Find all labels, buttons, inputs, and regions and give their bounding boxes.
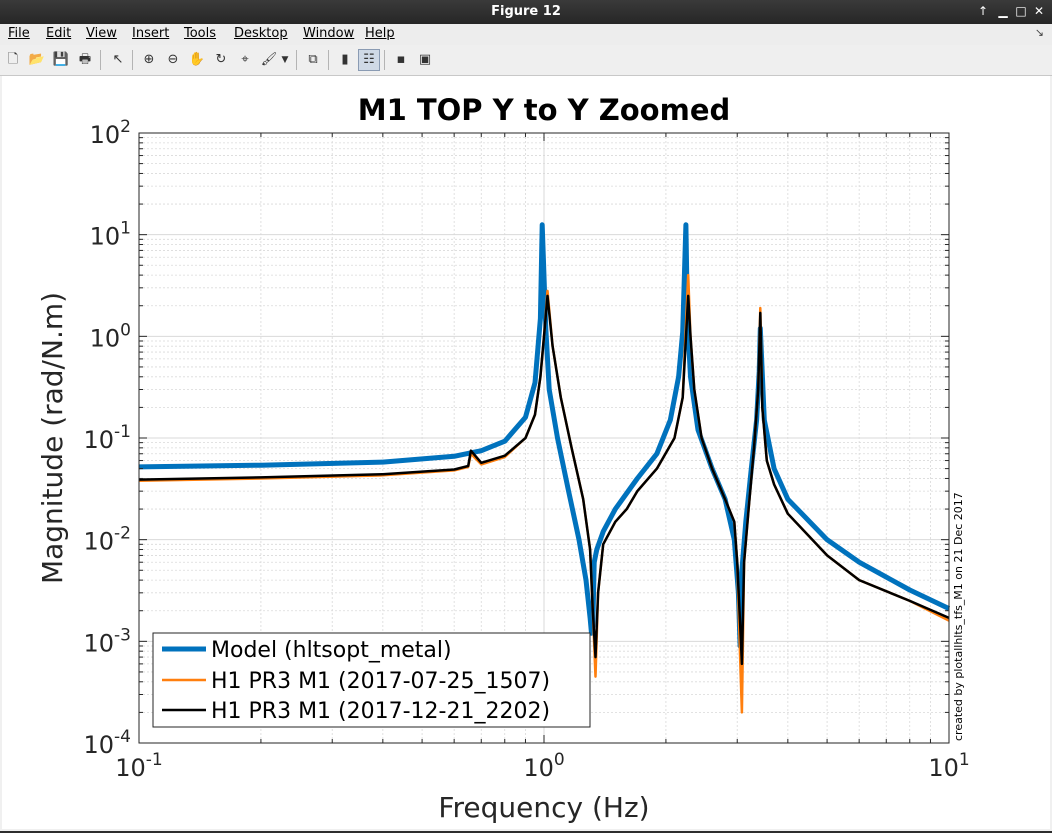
x-tick-base: 10	[928, 754, 959, 782]
menu-edit[interactable]: Edit	[46, 26, 72, 41]
minimize-icon[interactable]: ▁	[998, 4, 1008, 18]
y-tick-label: 10-4	[84, 727, 132, 759]
brush-icon[interactable]: 🖌	[260, 52, 278, 67]
x-axis-label: Frequency (Hz)	[438, 791, 649, 824]
y-tick-label: 102	[90, 117, 131, 149]
y-tick-base: 10	[90, 121, 121, 149]
toolbar-separator	[296, 50, 297, 70]
dropdown-arrow-icon[interactable]: ▼	[281, 55, 289, 65]
y-tick-base: 10	[90, 324, 121, 352]
x-tick-base: 10	[115, 754, 146, 782]
menu-window[interactable]: Window	[303, 26, 355, 41]
menu-help[interactable]: Help	[365, 26, 395, 41]
legend-label-jul: H1 PR3 M1 (2017-07-25_1507)	[211, 669, 550, 694]
new-figure-icon[interactable]: 🗋	[7, 52, 19, 67]
x-tick-exponent: -1	[146, 750, 163, 770]
zoom-out-icon[interactable]: ⊖	[167, 52, 179, 67]
y-tick-exponent: -2	[114, 524, 131, 544]
toolbar-separator	[328, 50, 329, 70]
legend-label-dec: H1 PR3 M1 (2017-12-21_2202)	[211, 699, 550, 724]
x-tick-label: 101	[928, 750, 969, 782]
series-layer	[138, 222, 951, 714]
y-axis-label: Magnitude (rad/N.m)	[36, 292, 69, 584]
save-icon[interactable]: 💾	[52, 52, 70, 67]
y-tick-label: 10-3	[84, 625, 132, 657]
toolbar-separator	[384, 50, 385, 70]
open-file-icon[interactable]: 📂	[28, 52, 46, 67]
series-line-dec	[138, 294, 950, 666]
pointer-icon[interactable]: ↖	[112, 52, 124, 67]
legend-label-model: Model (hltsopt_metal)	[211, 638, 452, 663]
x-tick-base: 10	[523, 754, 554, 782]
data-cursor-icon[interactable]: ⌖	[241, 52, 249, 67]
created-by-annotation: created by plotallhlts_tfs_M1 on 21 Dec …	[952, 492, 965, 741]
y-tick-exponent: -4	[114, 727, 131, 747]
legend[interactable]: Model (hltsopt_metal) H1 PR3 M1 (2017-07…	[152, 632, 591, 728]
title-bar: Figure 12 ↑ ▁ □ ✕	[0, 0, 1052, 24]
menu-insert[interactable]: Insert	[132, 26, 170, 41]
y-tick-base: 10	[84, 528, 115, 556]
y-tick-base: 10	[84, 731, 115, 759]
menu-file[interactable]: File	[8, 26, 30, 41]
y-tick-base: 10	[84, 629, 115, 657]
menu-bar: File Edit View Insert Tools Desktop Wind…	[0, 24, 1052, 45]
x-tick-labels: 10-1 100 101	[115, 750, 969, 782]
rotate-3d-icon[interactable]: ↻	[215, 52, 227, 67]
hide-plot-tools-icon[interactable]: ▪	[396, 52, 406, 67]
y-tick-exponent: 0	[120, 320, 131, 340]
y-tick-base: 10	[84, 426, 115, 454]
figure-canvas: 10-1 100 101 10-4 10-3 10-2 10-1 100 101 102 M1 …	[2, 76, 1050, 829]
chart-title: M1 TOP Y to Y Zoomed	[358, 93, 731, 127]
toolbar: 🗋 📂 💾 🖶 ↖ ⊕ ⊖ ✋ ↻ ⌖ 🖌 ▼ ⧉ ▮ ☷ ▪ ▣	[0, 45, 1052, 76]
y-tick-label: 10-2	[84, 524, 132, 556]
toolbar-separator	[132, 50, 133, 70]
pin-icon[interactable]: ↑	[977, 4, 989, 18]
y-tick-label: 101	[90, 219, 131, 251]
window-title: Figure 12	[491, 4, 561, 19]
maximize-icon[interactable]: □	[1015, 4, 1027, 18]
print-icon[interactable]: 🖶	[78, 52, 92, 67]
legend-icon[interactable]: ☷	[358, 49, 380, 71]
x-tick-exponent: 0	[554, 750, 565, 770]
close-icon[interactable]: ✕	[1033, 4, 1045, 18]
pan-hand-icon[interactable]: ✋	[188, 52, 206, 67]
menubar-overflow-icon[interactable]: ↘	[1034, 26, 1044, 39]
y-tick-label: 10-1	[84, 422, 132, 454]
link-plot-icon[interactable]: ⧉	[308, 52, 318, 67]
y-tick-base: 10	[90, 223, 121, 251]
y-tick-label: 100	[90, 320, 131, 352]
y-tick-exponent: -1	[114, 422, 131, 442]
menu-view[interactable]: View	[86, 26, 117, 41]
toolbar-separator	[100, 50, 101, 70]
x-tick-exponent: 1	[959, 750, 970, 770]
menu-tools[interactable]: Tools	[184, 26, 217, 41]
show-plot-tools-icon[interactable]: ▣	[418, 52, 432, 67]
menu-desktop[interactable]: Desktop	[234, 26, 288, 41]
legend-box	[152, 632, 591, 728]
zoom-in-icon[interactable]: ⊕	[143, 52, 155, 67]
y-tick-exponent: 1	[120, 219, 131, 239]
y-tick-exponent: -3	[114, 625, 131, 645]
x-tick-label: 10-1	[115, 750, 163, 782]
ticks-layer	[138, 132, 950, 744]
colorbar-icon[interactable]: ▮	[341, 52, 349, 67]
y-tick-exponent: 2	[120, 117, 131, 137]
x-tick-label: 100	[523, 750, 564, 782]
